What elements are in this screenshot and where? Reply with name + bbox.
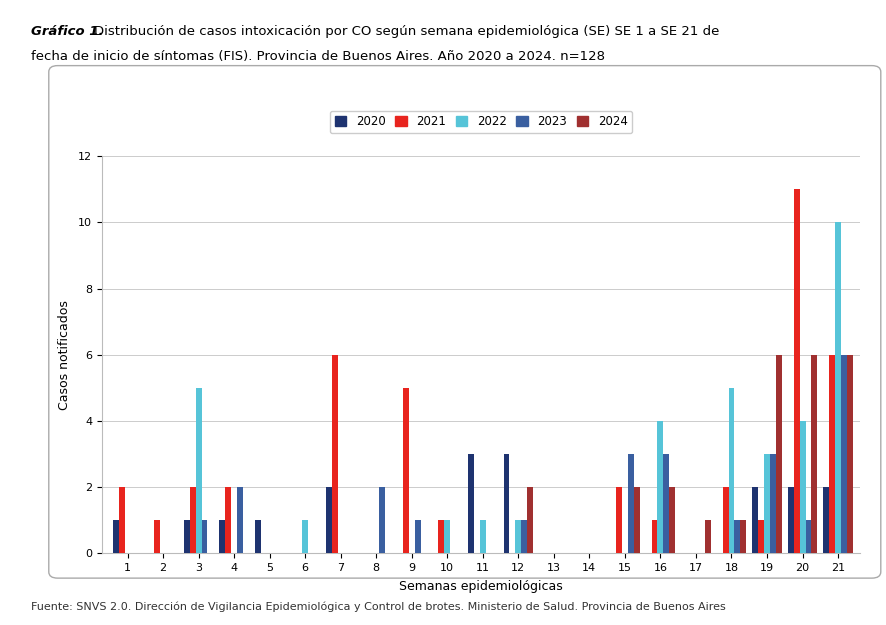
Bar xyxy=(378,487,385,553)
Bar xyxy=(758,520,763,553)
Bar xyxy=(787,487,793,553)
Bar xyxy=(444,520,450,553)
Bar xyxy=(633,487,639,553)
Bar xyxy=(515,520,521,553)
Bar xyxy=(201,520,207,553)
Bar xyxy=(704,520,710,553)
Bar xyxy=(846,355,852,553)
Bar xyxy=(402,388,408,553)
Bar xyxy=(415,520,420,553)
Text: Distribución de casos intoxicación por CO según semana epidemiológica (SE) SE 1 : Distribución de casos intoxicación por C… xyxy=(94,25,719,38)
Bar xyxy=(302,520,307,553)
Bar xyxy=(769,454,775,553)
Bar xyxy=(526,487,532,553)
Bar xyxy=(740,520,745,553)
Bar xyxy=(237,487,243,553)
Y-axis label: Casos notificados: Casos notificados xyxy=(58,300,71,409)
Bar xyxy=(503,454,509,553)
Bar xyxy=(669,487,674,553)
Bar xyxy=(615,487,621,553)
Bar xyxy=(828,355,835,553)
Bar xyxy=(196,388,201,553)
Bar xyxy=(822,487,828,553)
Bar xyxy=(840,355,846,553)
Bar xyxy=(254,520,260,553)
Bar xyxy=(468,454,473,553)
Bar xyxy=(521,520,526,553)
Bar xyxy=(219,520,225,553)
Bar xyxy=(727,388,734,553)
Bar xyxy=(734,520,740,553)
Bar xyxy=(798,421,804,553)
Bar xyxy=(722,487,727,553)
Bar xyxy=(751,487,758,553)
Bar xyxy=(154,520,159,553)
Bar xyxy=(657,421,663,553)
Bar xyxy=(190,487,196,553)
Bar xyxy=(793,189,798,553)
Bar xyxy=(438,520,444,553)
Bar xyxy=(651,520,657,553)
Bar xyxy=(325,487,331,553)
Bar xyxy=(663,454,669,553)
Bar xyxy=(225,487,231,553)
Bar xyxy=(119,487,124,553)
Bar xyxy=(811,355,816,553)
Bar xyxy=(627,454,633,553)
X-axis label: Semanas epidemiológicas: Semanas epidemiológicas xyxy=(399,580,563,592)
Bar xyxy=(804,520,811,553)
Legend: 2020, 2021, 2022, 2023, 2024: 2020, 2021, 2022, 2023, 2024 xyxy=(330,111,632,133)
Text: Gráfico 1.: Gráfico 1. xyxy=(31,25,104,38)
Text: Fuente: SNVS 2.0. Dirección de Vigilancia Epidemiológica y Control de brotes. Mi: Fuente: SNVS 2.0. Dirección de Vigilanci… xyxy=(31,602,725,612)
Bar xyxy=(775,355,781,553)
Bar xyxy=(113,520,119,553)
Bar xyxy=(763,454,769,553)
Bar xyxy=(479,520,486,553)
Bar xyxy=(331,355,338,553)
Bar xyxy=(183,520,190,553)
Text: fecha de inicio de síntomas (FIS). Provincia de Buenos Aires. Año 2020 a 2024. n: fecha de inicio de síntomas (FIS). Provi… xyxy=(31,50,604,63)
Bar xyxy=(835,222,840,553)
